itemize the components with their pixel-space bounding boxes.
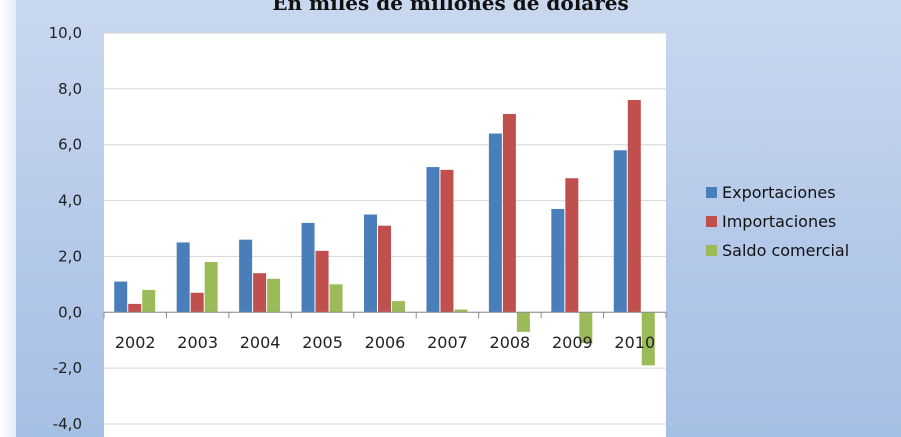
x-tick-label: 2002 bbox=[115, 333, 156, 352]
bar-saldo-comercial-2009 bbox=[579, 312, 593, 344]
legend-item: Importaciones bbox=[706, 207, 849, 236]
legend-swatch bbox=[706, 245, 717, 256]
y-axis-ticks: 10,0 8,0 6,0 4,0 2,0 0,0 -2,0 -4,0 bbox=[49, 24, 82, 433]
bar-saldo-comercial-2002 bbox=[142, 289, 156, 313]
y-tick-label: 2,0 bbox=[58, 247, 82, 265]
legend: Exportaciones Importaciones Saldo comercia… bbox=[706, 178, 849, 265]
bar-saldo-comercial-2004 bbox=[267, 278, 281, 313]
x-tick-label: 2009 bbox=[552, 333, 593, 352]
bar-importaciones-2004 bbox=[253, 273, 267, 313]
bar-importaciones-2005 bbox=[315, 250, 329, 313]
bar-importaciones-2008 bbox=[502, 113, 516, 313]
y-tick-label: -2,0 bbox=[53, 359, 82, 377]
bar-saldo-comercial-2005 bbox=[329, 284, 343, 313]
y-tick-label: -4,0 bbox=[53, 415, 82, 433]
y-tick-label: 8,0 bbox=[58, 80, 82, 98]
bar-exportaciones-2005 bbox=[301, 222, 315, 313]
bar-importaciones-2003 bbox=[190, 292, 204, 313]
y-tick-label: 6,0 bbox=[58, 136, 82, 154]
bar-saldo-comercial-2010 bbox=[641, 312, 655, 366]
bar-saldo-comercial-2006 bbox=[392, 301, 405, 313]
legend-label: Exportaciones bbox=[722, 183, 836, 202]
x-tick-label: 2008 bbox=[490, 333, 531, 352]
legend-item: Saldo comercial bbox=[706, 236, 849, 265]
bar-exportaciones-2010 bbox=[613, 150, 627, 313]
bar-exportaciones-2009 bbox=[551, 208, 565, 313]
bar-importaciones-2009 bbox=[565, 178, 579, 313]
bar-saldo-comercial-2003 bbox=[204, 262, 218, 313]
bar-exportaciones-2004 bbox=[239, 239, 253, 313]
bar-exportaciones-2006 bbox=[364, 214, 377, 313]
legend-swatch bbox=[706, 187, 717, 198]
bar-exportaciones-2007 bbox=[426, 167, 440, 313]
bar-exportaciones-2002 bbox=[114, 281, 128, 313]
y-tick-label: 0,0 bbox=[58, 303, 82, 321]
bars bbox=[114, 100, 655, 366]
x-tick-label: 2006 bbox=[365, 333, 406, 352]
chart-title: En miles de millones de dólares bbox=[272, 0, 629, 15]
x-axis-ticks: 2002 2003 2004 2005 2006 2007 2008 2009 2010 bbox=[115, 333, 655, 352]
legend-label: Saldo comercial bbox=[722, 241, 850, 260]
bar-saldo-comercial-2007 bbox=[454, 309, 468, 313]
x-tick-label: 2007 bbox=[427, 333, 468, 352]
x-axis bbox=[103, 311, 667, 319]
bar-importaciones-2007 bbox=[440, 169, 454, 313]
x-tick-label: 2004 bbox=[240, 333, 281, 352]
y-tick-label: 10,0 bbox=[49, 24, 82, 42]
x-tick-label: 2005 bbox=[302, 333, 343, 352]
y-tick-label: 4,0 bbox=[58, 192, 82, 210]
legend-label: Importaciones bbox=[722, 212, 837, 231]
x-tick-label: 2010 bbox=[614, 333, 655, 352]
bar-exportaciones-2003 bbox=[176, 242, 190, 313]
legend-swatch bbox=[706, 216, 717, 227]
bar-importaciones-2002 bbox=[128, 303, 142, 313]
bar-importaciones-2010 bbox=[627, 100, 641, 313]
bar-exportaciones-2008 bbox=[488, 133, 502, 313]
legend-item: Exportaciones bbox=[706, 178, 849, 207]
bar-saldo-comercial-2008 bbox=[516, 312, 530, 332]
x-tick-label: 2003 bbox=[177, 333, 218, 352]
bar-importaciones-2006 bbox=[378, 225, 391, 313]
